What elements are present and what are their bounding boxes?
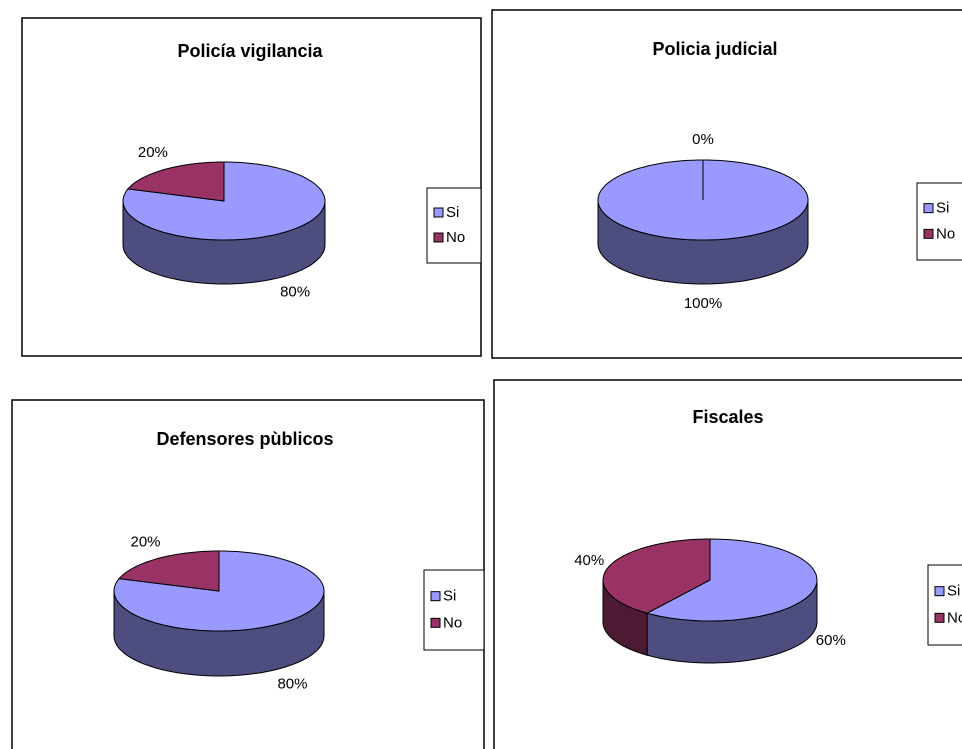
legend-swatch	[430, 617, 441, 628]
legend-label: Si	[936, 200, 949, 217]
data-label: 20%	[138, 144, 168, 161]
legend-box	[423, 569, 485, 651]
legend-swatch	[923, 203, 934, 214]
legend-label: No	[446, 229, 465, 246]
legend-label: Si	[947, 583, 960, 600]
legend-box	[927, 564, 962, 646]
chart-title: Fiscales	[692, 407, 763, 427]
chart-title: Policia judicial	[652, 39, 777, 59]
legend-swatch	[433, 207, 444, 218]
pie-slice	[126, 161, 225, 202]
pie-slice	[118, 550, 220, 592]
legend-box	[426, 187, 482, 264]
data-label: 0%	[692, 131, 714, 148]
legend-swatch	[934, 612, 945, 623]
data-label: 80%	[277, 676, 307, 693]
pie-slice	[645, 538, 818, 622]
legend-label: No	[443, 614, 462, 631]
legend-swatch	[923, 228, 934, 239]
data-label: 80%	[280, 284, 310, 301]
data-label: 100%	[684, 295, 722, 312]
legend-box	[916, 182, 962, 261]
chart-title: Policía vigilancia	[177, 41, 323, 61]
legend-label: No	[936, 225, 955, 242]
data-label: 20%	[131, 533, 161, 550]
legend-label: Si	[443, 588, 456, 605]
data-label: 60%	[816, 632, 846, 649]
legend-swatch	[433, 232, 444, 243]
chart-title: Defensores pùblicos	[156, 429, 333, 449]
pie-slice	[602, 538, 711, 614]
legend-label: Si	[446, 204, 459, 221]
data-label: 40%	[574, 552, 604, 569]
legend-swatch	[934, 586, 945, 597]
legend-swatch	[430, 591, 441, 602]
legend-label: No	[947, 609, 962, 626]
